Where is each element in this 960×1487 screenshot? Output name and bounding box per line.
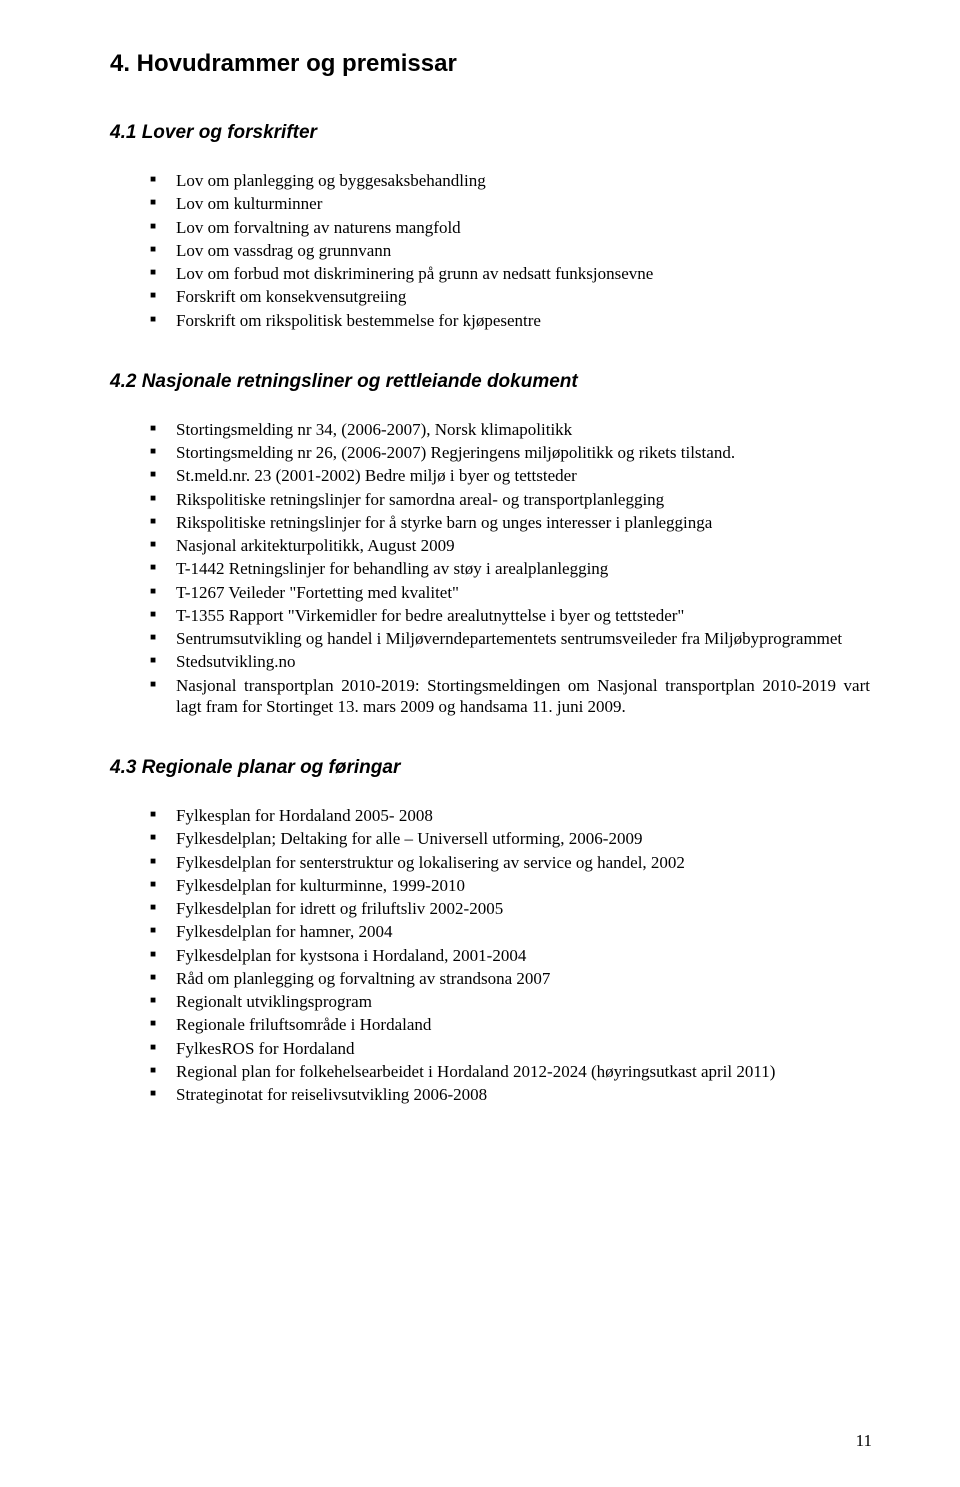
list-item: St.meld.nr. 23 (2001-2002) Bedre miljø i… [150, 465, 870, 486]
list-item: T-1442 Retningslinjer for behandling av … [150, 558, 870, 579]
section-title-43: 4.3 Regionale planar og føringar [110, 757, 870, 779]
list-item: T-1267 Veileder "Fortetting med kvalitet… [150, 582, 870, 603]
list-42: Stortingsmelding nr 34, (2006-2007), Nor… [110, 419, 870, 717]
list-item: Regional plan for folkehelsearbeidet i H… [150, 1061, 870, 1082]
list-item: Fylkesdelplan for kystsona i Hordaland, … [150, 945, 870, 966]
list-41: Lov om planlegging og byggesaksbehandlin… [110, 170, 870, 331]
list-item: Nasjonal transportplan 2010-2019: Storti… [150, 675, 870, 718]
list-item: Lov om kulturminner [150, 193, 870, 214]
section-43: 4.3 Regionale planar og føringar Fylkesp… [110, 757, 870, 1105]
list-item: Fylkesdelplan for senterstruktur og loka… [150, 852, 870, 873]
list-item: Lov om planlegging og byggesaksbehandlin… [150, 170, 870, 191]
list-item: Sentrumsutvikling og handel i Miljøvernd… [150, 628, 870, 649]
list-item: Strateginotat for reiselivsutvikling 200… [150, 1084, 870, 1105]
list-item: Fylkesdelplan for hamner, 2004 [150, 921, 870, 942]
list-item: Fylkesdelplan for kulturminne, 1999-2010 [150, 875, 870, 896]
list-43: Fylkesplan for Hordaland 2005- 2008Fylke… [110, 805, 870, 1105]
list-item: Råd om planlegging og forvaltning av str… [150, 968, 870, 989]
list-item: Nasjonal arkitekturpolitikk, August 2009 [150, 535, 870, 556]
section-41: 4.1 Lover og forskrifter Lov om planlegg… [110, 122, 870, 331]
list-item: Rikspolitiske retningslinjer for samordn… [150, 489, 870, 510]
list-item: Stortingsmelding nr 26, (2006-2007) Regj… [150, 442, 870, 463]
page-heading: 4. Hovudrammer og premissar [110, 50, 870, 78]
list-item: Regionalt utviklingsprogram [150, 991, 870, 1012]
list-item: Lov om vassdrag og grunnvann [150, 240, 870, 261]
list-item: Rikspolitiske retningslinjer for å styrk… [150, 512, 870, 533]
list-item: Regionale friluftsområde i Hordaland [150, 1014, 870, 1035]
list-item: Lov om forbud mot diskriminering på grun… [150, 263, 870, 284]
list-item: Fylkesdelplan; Deltaking for alle – Univ… [150, 828, 870, 849]
list-item: T-1355 Rapport "Virkemidler for bedre ar… [150, 605, 870, 626]
section-42: 4.2 Nasjonale retningsliner og rettleian… [110, 371, 870, 717]
list-item: FylkesROS for Hordaland [150, 1038, 870, 1059]
list-item: Fylkesplan for Hordaland 2005- 2008 [150, 805, 870, 826]
list-item: Forskrift om rikspolitisk bestemmelse fo… [150, 310, 870, 331]
list-item: Lov om forvaltning av naturens mangfold [150, 217, 870, 238]
list-item: Stortingsmelding nr 34, (2006-2007), Nor… [150, 419, 870, 440]
section-title-42: 4.2 Nasjonale retningsliner og rettleian… [110, 371, 870, 393]
section-title-41: 4.1 Lover og forskrifter [110, 122, 870, 144]
page-number: 11 [856, 1431, 872, 1451]
list-item: Fylkesdelplan for idrett og friluftsliv … [150, 898, 870, 919]
list-item: Stedsutvikling.no [150, 651, 870, 672]
list-item: Forskrift om konsekvensutgreiing [150, 286, 870, 307]
